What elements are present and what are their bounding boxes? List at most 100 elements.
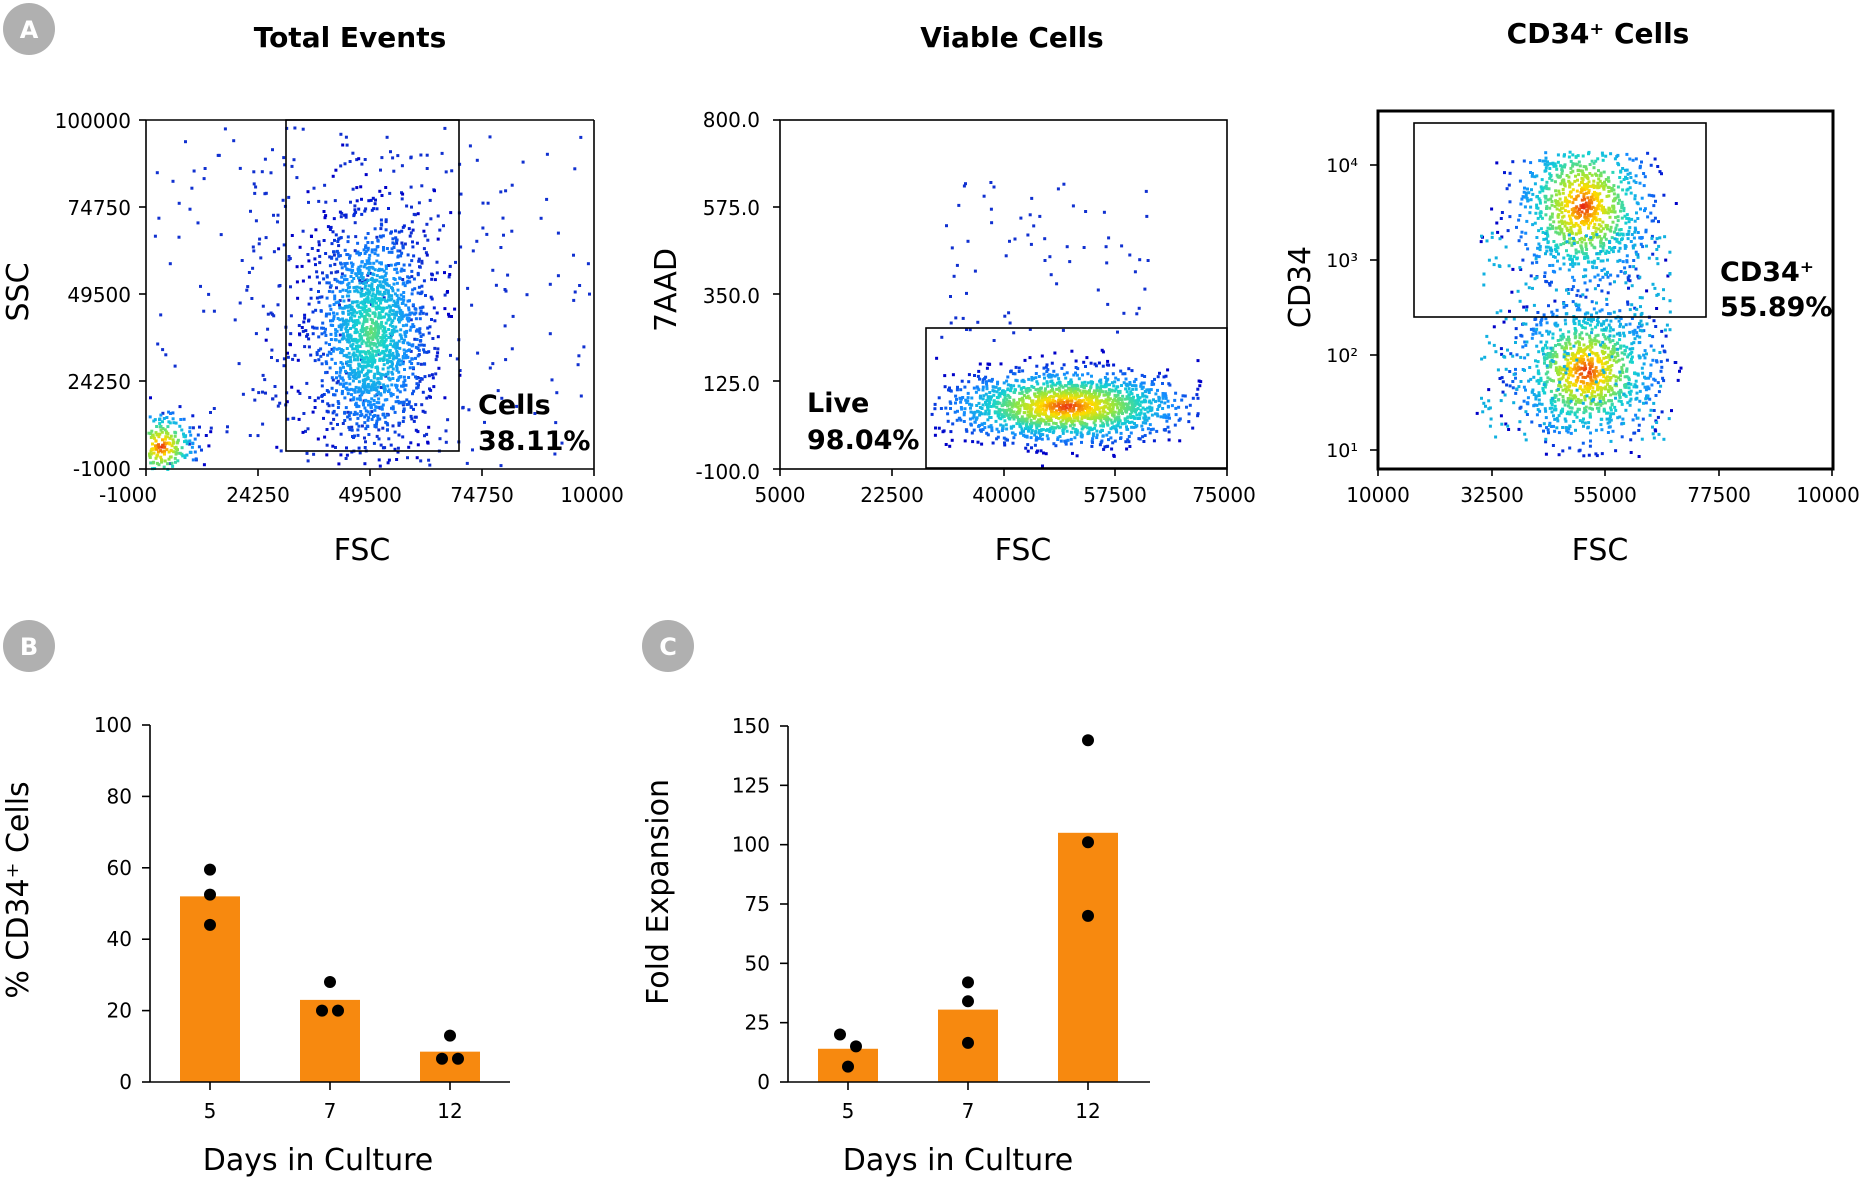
x-axis-label: Days in Culture — [203, 1143, 434, 1178]
y-tick-label: 100 — [94, 713, 132, 737]
data-point — [204, 863, 216, 876]
gate-label: Cells — [478, 390, 551, 421]
scatter-cd34 — [1475, 150, 1683, 458]
y-tick-label: -100.0 — [696, 460, 760, 484]
y-tick-label: 10³ — [1326, 250, 1358, 272]
data-point — [452, 1052, 464, 1065]
x-tick-label: 5000 — [755, 483, 806, 507]
plot-title: Total Events — [254, 21, 447, 54]
y-tick-label: 125.0 — [703, 372, 760, 396]
panel-a-badge: A — [20, 16, 39, 44]
y-tick-label: 60 — [107, 856, 132, 880]
y-axis-label: Fold Expansion — [641, 779, 676, 1005]
x-axis-label: FSC — [1572, 533, 1629, 568]
panel-a: A Total Events Cells 38.11% 100000 74750… — [1, 3, 1860, 568]
data-point — [324, 976, 336, 989]
data-point — [850, 1040, 862, 1053]
gate-percent: 38.11% — [478, 426, 590, 457]
y-tick-label: 0 — [119, 1070, 132, 1094]
data-point — [332, 1004, 344, 1017]
y-tick-label: 150 — [732, 714, 770, 738]
y-ticks — [1370, 164, 1378, 451]
x-tick-label: 57500 — [1083, 483, 1147, 507]
panel-b-badge: B — [20, 633, 38, 661]
y-axis-label: SSC — [1, 262, 36, 321]
bar — [1058, 832, 1118, 1082]
y-tick-label: -1000 — [73, 457, 131, 481]
data-point — [1082, 734, 1094, 747]
y-tick-label: 800.0 — [703, 108, 760, 132]
plot-total-events: Total Events Cells 38.11% 100000 74750 4… — [1, 21, 624, 568]
scatter-viable — [930, 181, 1203, 468]
scatter-events — [147, 126, 591, 471]
plot-viable-cells: Viable Cells Live 98.04% 800.0 575.0 350… — [649, 21, 1256, 568]
y-tick-label: 20 — [107, 999, 132, 1023]
data-point — [204, 888, 216, 901]
gate-label: CD34⁺ — [1720, 257, 1814, 288]
data-point — [436, 1052, 448, 1065]
y-tick-label: 50 — [745, 951, 770, 975]
panel-c-badge-circle — [642, 620, 694, 672]
panel-a-badge-circle — [3, 3, 55, 55]
data-point — [962, 1036, 974, 1049]
x-axis-label: FSC — [334, 533, 391, 568]
x-tick-label: 40000 — [972, 483, 1036, 507]
x-tick-label: 7 — [962, 1099, 975, 1123]
gate-cd34 — [1413, 122, 1707, 318]
y-tick-label: 575.0 — [703, 196, 760, 220]
y-tick-label: 10² — [1326, 345, 1358, 367]
y-tick-label: 40 — [107, 927, 132, 951]
x-ticks — [145, 469, 595, 476]
y-tick-label: 74750 — [67, 196, 131, 220]
data-point — [1082, 836, 1094, 849]
data-point — [834, 1028, 846, 1041]
x-tick-label: 12 — [1075, 1099, 1100, 1123]
data-point — [316, 1004, 328, 1017]
y-axis-label: 7AAD — [649, 248, 684, 332]
x-tick-label: -1000 — [99, 483, 157, 507]
data-point — [1082, 909, 1094, 922]
y-ticks — [139, 119, 146, 470]
x-ticks — [779, 469, 1228, 476]
plot-title: CD34⁺ Cells — [1507, 17, 1690, 50]
x-axis-label: FSC — [995, 533, 1052, 568]
x-tick-label: 5 — [842, 1099, 855, 1123]
x-tick-label: 49500 — [338, 483, 402, 507]
gate-cells — [285, 119, 460, 452]
data-point — [444, 1029, 456, 1042]
data-point — [842, 1060, 854, 1073]
gate-percent: 55.89% — [1720, 292, 1832, 323]
y-tick-label: 49500 — [67, 283, 131, 307]
x-tick-label: 75000 — [1192, 483, 1256, 507]
x-tick-label: 22500 — [860, 483, 924, 507]
panel-c-badge: C — [659, 633, 677, 661]
gate-label: Live — [807, 388, 869, 419]
y-axis-label: CD34 — [1283, 246, 1318, 328]
x-tick-label: 5 — [204, 1099, 217, 1123]
data-point — [962, 995, 974, 1008]
plot-frame — [1376, 109, 1835, 471]
y-tick-label: 10¹ — [1326, 440, 1358, 462]
x-axis-label: Days in Culture — [843, 1143, 1074, 1178]
gate-live — [925, 327, 1228, 469]
gate-percent: 98.04% — [807, 425, 919, 456]
x-tick-label: 12 — [437, 1099, 462, 1123]
x-tick-label: 10000 — [1796, 483, 1860, 507]
x-tick-label: 10000 — [560, 483, 624, 507]
y-ticks — [773, 119, 780, 470]
plot-title: Viable Cells — [920, 21, 1103, 54]
y-tick-label: 350.0 — [703, 284, 760, 308]
y-tick-label: 100 — [732, 833, 770, 857]
x-tick-label: 55000 — [1573, 483, 1637, 507]
x-ticks — [1377, 469, 1833, 476]
x-tick-label: 7 — [324, 1099, 337, 1123]
y-tick-label: 100000 — [55, 109, 131, 133]
y-tick-label: 0 — [757, 1070, 770, 1094]
x-tick-label: 10000 — [1346, 483, 1410, 507]
x-tick-label: 74750 — [450, 483, 514, 507]
data-point — [204, 918, 216, 931]
